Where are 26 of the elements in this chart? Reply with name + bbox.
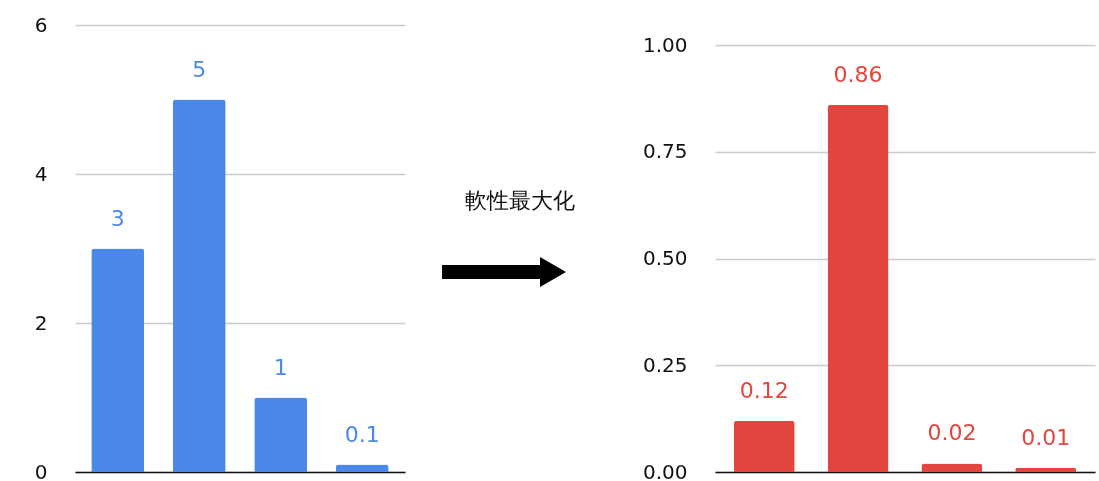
- data-label: 5: [192, 56, 207, 82]
- bar: [921, 463, 983, 472]
- y-tick-label: 2: [34, 310, 48, 335]
- y-tick-label: 1.00: [642, 32, 688, 57]
- y-tick-label: 0.00: [642, 459, 688, 481]
- text: 軟性最大化: [464, 187, 576, 215]
- y-tick-label: 6: [34, 12, 48, 37]
- data-label: 0.02: [927, 420, 977, 446]
- bar: [733, 420, 795, 472]
- y-tick-label: 0.50: [642, 246, 688, 270]
- data-label: 1: [273, 354, 288, 380]
- bar: [172, 99, 226, 472]
- data-label: 0.12: [739, 377, 789, 403]
- data-label: 3: [110, 205, 125, 231]
- data-label: 0.1: [344, 421, 380, 447]
- bar: [1015, 467, 1077, 472]
- data-label: 0.86: [833, 61, 883, 87]
- y-tick-label: 0.25: [642, 352, 688, 377]
- bar: [335, 464, 389, 472]
- y-tick-label: 4: [34, 161, 48, 186]
- y-tick-label: 0: [34, 459, 48, 481]
- bar: [827, 104, 889, 472]
- data-label: 0.01: [1021, 424, 1071, 450]
- bar: [91, 248, 145, 472]
- bar: [254, 397, 308, 472]
- y-tick-label: 0.75: [642, 139, 688, 164]
